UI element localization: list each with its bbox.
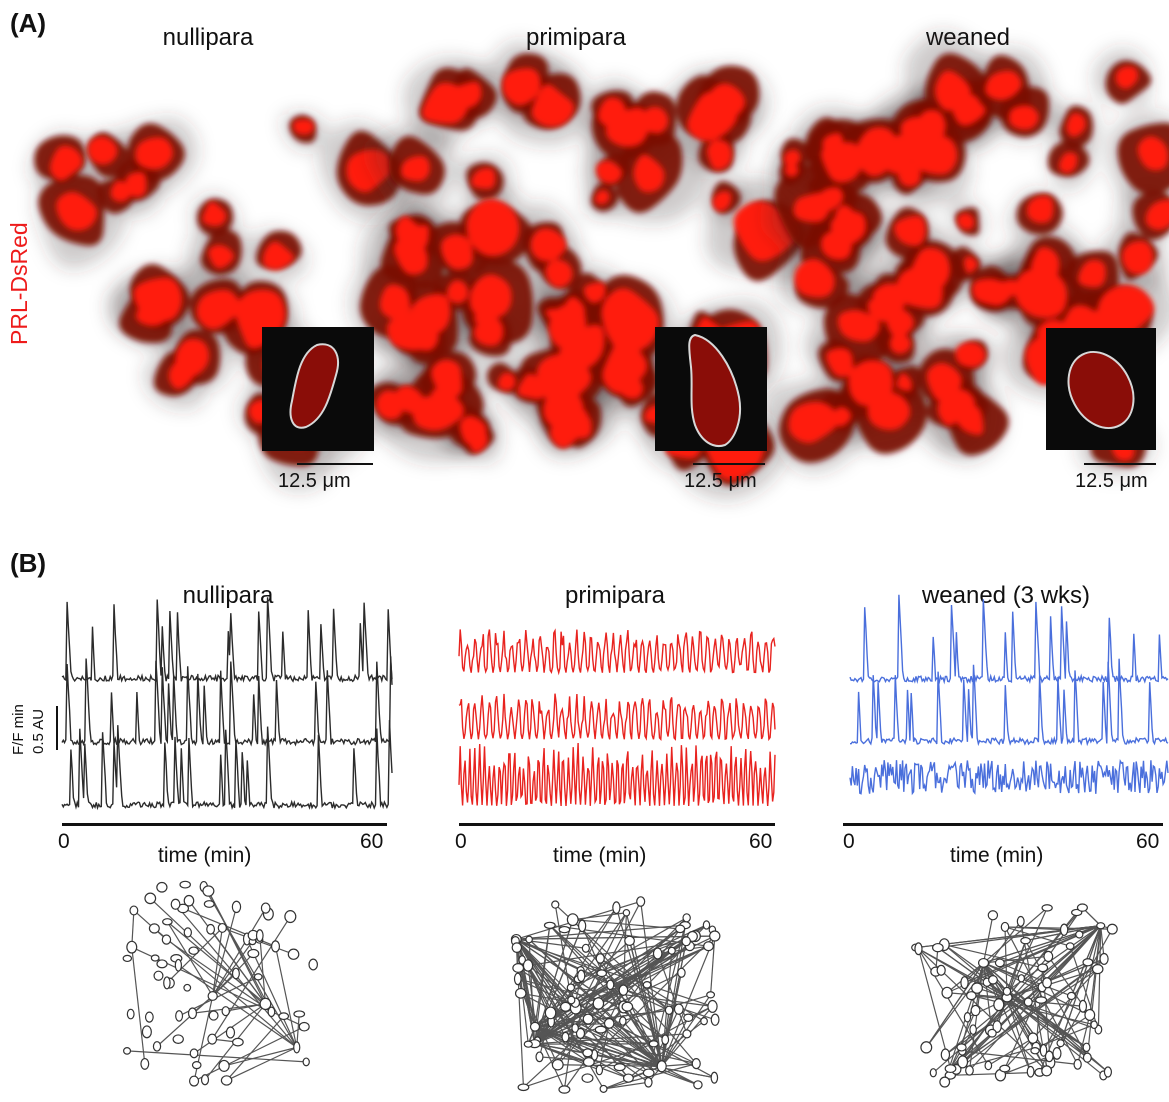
panel-b-title-weaned: weaned (3 wks)	[921, 582, 1091, 609]
traces-nullipara	[61, 597, 393, 811]
x-axis-primipara	[459, 823, 775, 826]
panel-a-title-primipara: primipara	[525, 24, 627, 51]
scale-bar-nullipara	[297, 463, 373, 465]
panel-a-title-nullipara: nullipara	[162, 24, 254, 51]
network-nullipara	[122, 880, 318, 1087]
inset-cell-weaned	[1046, 328, 1156, 450]
network-weaned	[911, 903, 1118, 1088]
traces-weaned	[849, 594, 1169, 796]
traces-primipara	[458, 628, 776, 807]
x-label-primipara: time (min)	[553, 844, 647, 867]
panel-b-title-nullipara: nullipara	[182, 582, 274, 609]
scale-label-weaned: 12.5 μm	[1075, 470, 1148, 492]
x-axis-weaned	[843, 823, 1163, 826]
y-scale-label-au: 0.5 AU	[30, 708, 47, 754]
x-start-weaned: 0	[843, 830, 855, 853]
panel-b-letter: (B)	[10, 548, 47, 578]
x-label-nullipara: time (min)	[158, 844, 252, 867]
x-end-primipara: 60	[749, 830, 773, 853]
y-scale-bar	[56, 706, 58, 750]
inset-cell-primipara	[655, 327, 767, 451]
panel-b-title-primipara: primipara	[564, 582, 666, 609]
network-primipara	[510, 896, 721, 1094]
x-end-weaned: 60	[1136, 830, 1160, 853]
panel-a-letter: (A)	[10, 8, 47, 38]
prl-dsred-label: PRL-DsRed	[6, 222, 32, 345]
y-scale-label-ff: F/F min	[10, 704, 27, 755]
inset-cell-nullipara	[262, 327, 374, 451]
x-axis-nullipara	[62, 823, 387, 826]
scale-label-primipara: 12.5 μm	[684, 470, 757, 492]
x-start-nullipara: 0	[58, 830, 70, 853]
micrograph-weaned	[764, 32, 1169, 476]
x-end-nullipara: 60	[360, 830, 384, 853]
micrograph-primipara	[350, 41, 809, 500]
scale-bar-weaned	[1084, 463, 1156, 465]
scale-bar-primipara	[693, 463, 765, 465]
x-start-primipara: 0	[455, 830, 467, 853]
x-label-weaned: time (min)	[950, 844, 1044, 867]
scale-label-nullipara: 12.5 μm	[278, 470, 351, 492]
